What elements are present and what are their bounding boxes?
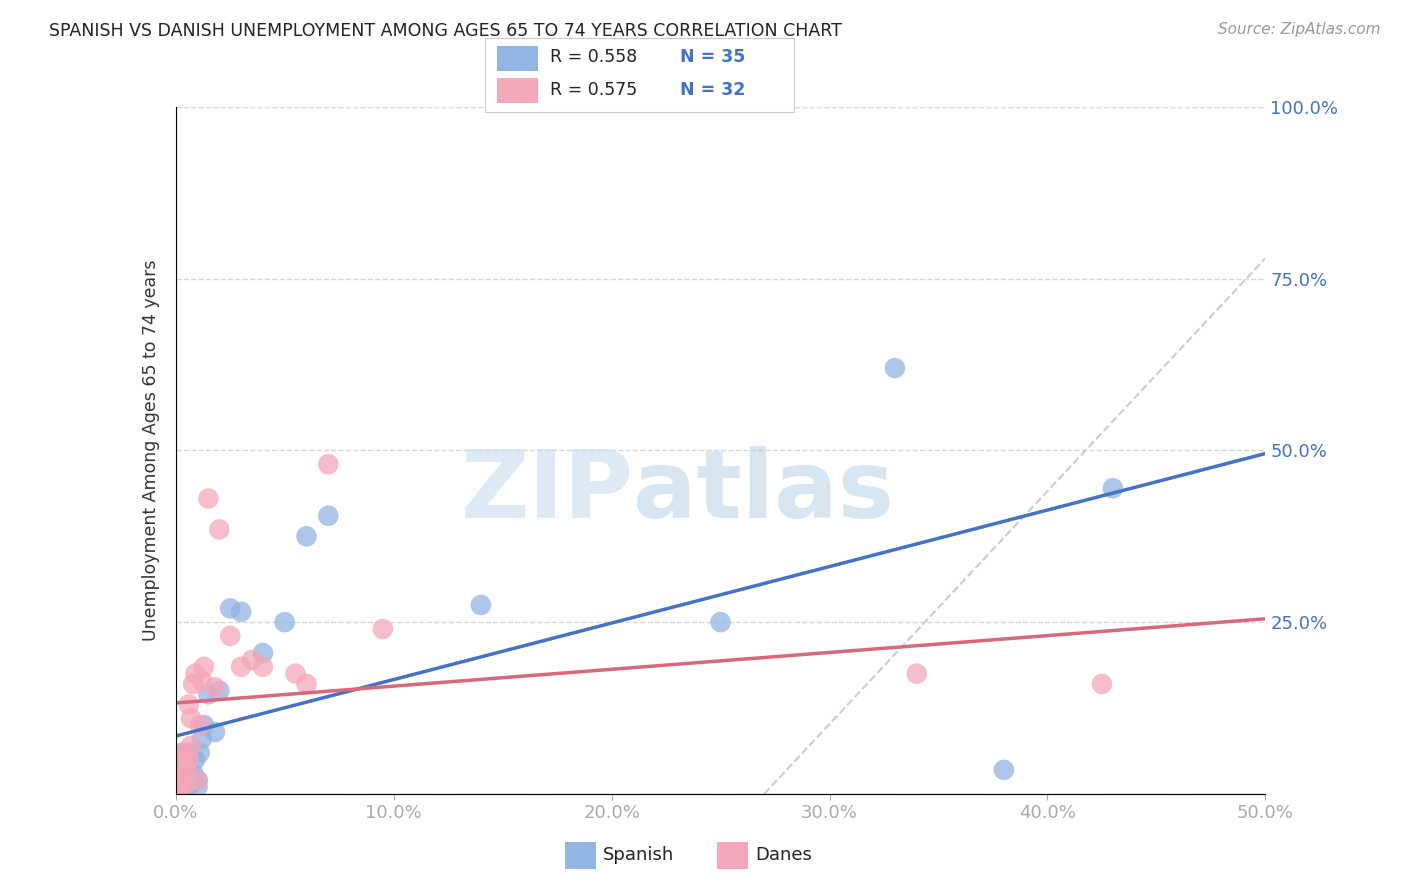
Point xyxy=(176,763,198,777)
Point xyxy=(186,773,209,788)
Point xyxy=(169,770,191,784)
Point xyxy=(167,780,190,794)
Point xyxy=(172,776,194,790)
Point xyxy=(197,491,219,506)
Point xyxy=(177,746,200,760)
Point xyxy=(208,523,231,537)
Point xyxy=(180,739,202,753)
Point xyxy=(173,770,195,784)
Point xyxy=(177,698,200,712)
Point xyxy=(180,776,202,790)
Point xyxy=(905,666,928,681)
Point xyxy=(188,718,211,732)
Point xyxy=(172,753,194,767)
Y-axis label: Unemployment Among Ages 65 to 74 years: Unemployment Among Ages 65 to 74 years xyxy=(142,260,160,641)
Point xyxy=(1091,677,1114,691)
Point xyxy=(193,718,215,732)
Point xyxy=(176,780,198,794)
Point xyxy=(188,746,211,760)
FancyBboxPatch shape xyxy=(485,38,794,112)
Point xyxy=(186,773,209,788)
Point xyxy=(173,773,195,788)
Point xyxy=(173,746,195,760)
Text: R = 0.558: R = 0.558 xyxy=(550,48,637,66)
Point xyxy=(231,660,253,674)
Point xyxy=(274,615,297,630)
Point xyxy=(318,457,340,471)
Point xyxy=(180,711,202,725)
Point xyxy=(167,773,190,788)
Point xyxy=(197,687,219,701)
Point xyxy=(184,753,207,767)
Text: Danes: Danes xyxy=(755,847,811,864)
Point xyxy=(193,660,215,674)
Point xyxy=(173,766,195,780)
Point xyxy=(208,683,231,698)
Text: N = 32: N = 32 xyxy=(681,80,745,98)
Point xyxy=(231,605,253,619)
Point xyxy=(177,770,200,784)
Point xyxy=(470,598,492,612)
Point xyxy=(191,673,214,688)
Point xyxy=(318,508,340,523)
Bar xyxy=(565,842,596,869)
Point xyxy=(172,746,194,760)
Point xyxy=(172,776,194,790)
Point xyxy=(169,776,191,790)
Point xyxy=(295,529,318,543)
Point xyxy=(176,753,198,767)
Point xyxy=(180,749,202,764)
Text: N = 35: N = 35 xyxy=(681,48,745,66)
Text: SPANISH VS DANISH UNEMPLOYMENT AMONG AGES 65 TO 74 YEARS CORRELATION CHART: SPANISH VS DANISH UNEMPLOYMENT AMONG AGE… xyxy=(49,22,842,40)
Point xyxy=(204,725,226,739)
Point xyxy=(181,677,204,691)
Point xyxy=(191,731,214,746)
Point xyxy=(181,766,204,780)
Bar xyxy=(498,45,537,70)
Point xyxy=(284,666,307,681)
Point xyxy=(177,753,200,767)
Point xyxy=(181,774,204,789)
Text: R = 0.575: R = 0.575 xyxy=(550,80,637,98)
Point xyxy=(219,629,242,643)
Text: Spanish: Spanish xyxy=(603,847,675,864)
Point xyxy=(295,677,318,691)
Point xyxy=(186,780,209,794)
Text: atlas: atlas xyxy=(633,446,894,538)
Bar xyxy=(498,78,537,103)
Point xyxy=(219,601,242,615)
Point xyxy=(169,749,191,764)
Point xyxy=(240,653,263,667)
Point xyxy=(252,660,274,674)
Bar xyxy=(717,842,748,869)
Text: Source: ZipAtlas.com: Source: ZipAtlas.com xyxy=(1218,22,1381,37)
Point xyxy=(710,615,733,630)
Point xyxy=(169,773,191,788)
Text: ZIP: ZIP xyxy=(461,446,633,538)
Point xyxy=(176,776,198,790)
Point xyxy=(252,646,274,660)
Point xyxy=(1102,481,1125,495)
Point xyxy=(993,763,1015,777)
Point xyxy=(184,666,207,681)
Point xyxy=(204,681,226,695)
Point xyxy=(884,361,907,376)
Point xyxy=(371,622,394,636)
